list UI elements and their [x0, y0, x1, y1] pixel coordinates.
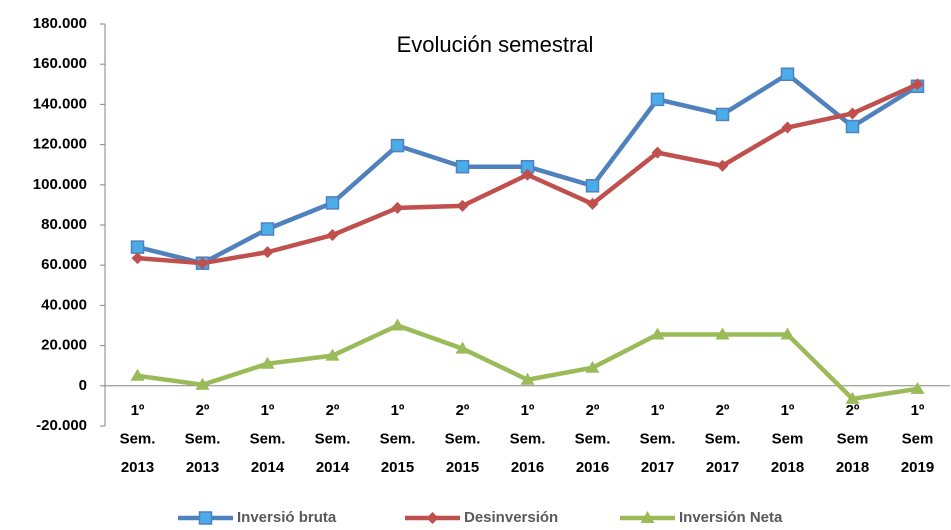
y-tick-label: 60.000	[41, 256, 87, 273]
marker	[650, 327, 665, 340]
marker	[198, 511, 213, 525]
x-tick-label: Sem.	[185, 430, 221, 447]
y-tick-label: 120.000	[33, 136, 87, 153]
marker	[391, 201, 404, 214]
x-tick-label: 2016	[511, 459, 544, 476]
legend-label: Desinversión	[464, 509, 558, 526]
legend-label: Inversió bruta	[237, 509, 337, 526]
marker	[651, 146, 664, 159]
x-tick-label: 2º	[326, 402, 340, 419]
marker	[780, 67, 795, 81]
marker	[846, 107, 859, 120]
marker	[715, 107, 730, 122]
marker	[715, 327, 730, 340]
x-tick-label: Sem.	[640, 430, 676, 447]
marker	[130, 240, 145, 254]
x-tick-label: 2016	[576, 459, 609, 476]
x-tick-label: 2017	[706, 459, 739, 476]
marker	[520, 372, 535, 385]
x-tick-label: Sem.	[380, 430, 416, 447]
x-tick-label: Sem.	[510, 430, 546, 447]
marker	[195, 377, 210, 390]
marker	[130, 368, 145, 381]
marker	[325, 348, 340, 361]
x-tick-label: 2015	[381, 459, 414, 476]
marker	[586, 197, 599, 210]
x-tick-label: 2015	[446, 459, 479, 476]
x-tick-label: 2018	[836, 459, 869, 476]
x-tick-label: 1º	[131, 402, 145, 419]
chart-title: Evolución semestral	[397, 32, 594, 57]
marker	[716, 159, 729, 172]
x-tick-label: 2013	[186, 459, 219, 476]
x-tick-label: Sem.	[575, 430, 611, 447]
x-tick-label: 1º	[521, 402, 535, 419]
marker	[910, 381, 925, 394]
x-tick-label: Sem	[772, 430, 804, 447]
x-tick-label: 2º	[196, 402, 210, 419]
marker	[911, 78, 924, 91]
y-tick-label: 160.000	[33, 55, 87, 72]
marker	[455, 341, 470, 354]
x-tick-label: 2014	[316, 459, 350, 476]
x-tick-label: 2º	[456, 402, 470, 419]
x-tick-label: 2014	[251, 459, 285, 476]
marker	[521, 168, 534, 181]
x-tick-label: 1º	[911, 402, 925, 419]
marker	[585, 360, 600, 373]
marker	[455, 159, 470, 174]
marker	[781, 121, 794, 134]
marker	[196, 257, 209, 270]
x-tick-label: 1º	[651, 402, 665, 419]
marker	[390, 138, 405, 153]
x-tick-label: Sem.	[120, 430, 156, 447]
x-tick-label: Sem.	[250, 430, 286, 447]
x-tick-label: 1º	[781, 402, 795, 419]
x-tick-label: Sem.	[705, 430, 741, 447]
y-tick-label: 20.000	[41, 337, 87, 354]
x-tick-label: 1º	[391, 402, 405, 419]
x-tick-label: Sem	[837, 430, 869, 447]
y-tick-label: 140.000	[33, 95, 87, 112]
x-tick-label: 2º	[846, 402, 860, 419]
y-tick-label: -20.000	[36, 417, 87, 434]
x-tick-label: 1º	[261, 402, 275, 419]
marker	[426, 512, 439, 524]
x-tick-label: Sem.	[445, 430, 481, 447]
x-tick-label: Sem	[902, 430, 934, 447]
x-tick-label: 2017	[641, 459, 674, 476]
x-tick-label: 2º	[716, 402, 730, 419]
marker	[845, 119, 860, 134]
legend-label: Inversión Neta	[679, 509, 783, 526]
x-tick-label: Sem.	[315, 430, 351, 447]
marker	[845, 391, 860, 404]
y-tick-label: 100.000	[33, 176, 87, 193]
series-line	[137, 323, 918, 402]
y-tick-label: 40.000	[41, 296, 87, 313]
y-tick-label: 0	[79, 377, 87, 394]
marker	[585, 179, 600, 193]
marker	[640, 511, 655, 523]
y-tick-label: 180.000	[33, 15, 87, 32]
x-tick-label: 2º	[586, 402, 600, 419]
marker	[131, 252, 144, 265]
marker	[390, 318, 405, 331]
y-tick-label: 80.000	[41, 216, 87, 233]
marker	[780, 327, 795, 340]
marker	[650, 92, 665, 107]
marker	[325, 196, 340, 210]
x-tick-label: 2013	[121, 459, 154, 476]
marker	[260, 222, 275, 236]
marker	[261, 246, 274, 259]
marker	[456, 199, 469, 212]
x-tick-label: 2019	[901, 459, 934, 476]
marker	[260, 356, 275, 369]
marker	[326, 229, 339, 242]
x-tick-label: 2018	[771, 459, 804, 476]
